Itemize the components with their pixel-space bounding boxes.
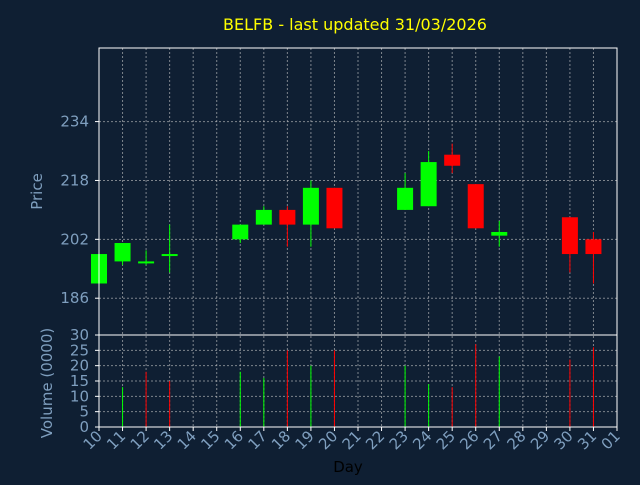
candle <box>444 143 461 174</box>
candle <box>397 173 414 210</box>
day-tick-label: 14 <box>174 427 200 453</box>
candle <box>232 224 249 244</box>
day-tick-label: 26 <box>456 427 482 453</box>
day-axis-label: Day <box>333 458 363 476</box>
volume-tick-label: 20 <box>70 357 89 375</box>
candle-body <box>420 162 437 207</box>
volume-tick-label: 5 <box>79 403 89 421</box>
day-tick-label: 19 <box>292 427 318 453</box>
day-tick-label: 28 <box>503 427 529 453</box>
candle <box>326 187 343 229</box>
candle <box>279 206 296 247</box>
price-panel-frame <box>98 47 618 336</box>
candle-body <box>397 187 414 210</box>
candle <box>255 206 272 225</box>
candle-body <box>585 239 602 255</box>
volume-axis-label: Volume (0000) <box>38 328 56 438</box>
candle-body <box>491 231 508 236</box>
price-axis-label: Price <box>28 173 46 210</box>
volume-tick-label: 15 <box>70 372 89 390</box>
candle-body <box>255 209 272 225</box>
candle-body <box>467 184 484 229</box>
volume-panel <box>122 344 594 427</box>
day-tick-label: 31 <box>574 427 600 453</box>
grid-layer <box>98 48 618 427</box>
day-tick-label: 12 <box>127 427 153 453</box>
candle <box>467 184 484 229</box>
candle <box>161 224 178 273</box>
volume-tick-label: 25 <box>70 341 89 359</box>
day-tick-label: 24 <box>409 427 435 453</box>
candle-body <box>114 243 131 262</box>
day-tick-label: 25 <box>433 427 459 453</box>
day-tick-label: 21 <box>339 427 365 453</box>
day-tick-label: 18 <box>268 427 294 453</box>
candle-body <box>161 254 178 257</box>
candle <box>114 243 131 266</box>
candle <box>138 250 155 266</box>
candle <box>561 217 578 273</box>
candle-body <box>279 209 296 225</box>
day-tick-label: 22 <box>362 427 388 453</box>
volume-tick-label: 0 <box>79 418 89 436</box>
day-tick-label: 27 <box>480 427 506 453</box>
day-tick-label: 13 <box>150 427 176 453</box>
candle-body <box>302 187 319 225</box>
price-tick-label: 186 <box>60 289 89 307</box>
price-tick-label: 202 <box>60 230 89 248</box>
day-tick-label: 17 <box>244 427 270 453</box>
day-tick-label: 11 <box>103 427 129 453</box>
day-tick-label: 29 <box>527 427 553 453</box>
day-tick-label: 23 <box>386 427 412 453</box>
day-tick-label: 15 <box>197 427 223 453</box>
day-tick-label: 16 <box>221 427 247 453</box>
candle-body <box>138 261 155 264</box>
candle <box>302 180 319 247</box>
price-panel <box>91 143 602 284</box>
day-tick-label: 30 <box>551 427 577 453</box>
candle <box>491 220 508 247</box>
candle <box>585 231 602 284</box>
candle-body <box>326 187 343 229</box>
price-tick-label: 234 <box>60 113 89 131</box>
candle-body <box>232 224 249 240</box>
axes-layer: 1862022182340510152025301011121314151617… <box>60 47 624 453</box>
volume-tick-label: 30 <box>70 326 89 344</box>
price-tick-label: 218 <box>60 171 89 189</box>
candle-body <box>444 154 461 166</box>
chart-title: BELFB - last updated 31/03/2026 <box>223 15 487 34</box>
volume-tick-label: 10 <box>70 387 89 405</box>
candle-body <box>561 217 578 255</box>
day-tick-label: 01 <box>598 427 624 453</box>
candle <box>420 151 437 207</box>
day-tick-label: 20 <box>315 427 341 453</box>
